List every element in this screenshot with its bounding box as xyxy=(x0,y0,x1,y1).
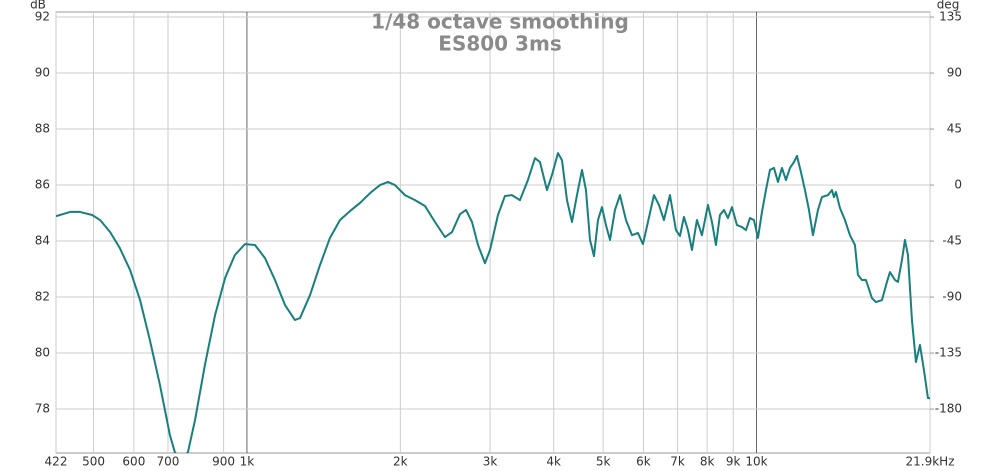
x-tick-label: 21.9kHz xyxy=(906,455,955,469)
x-tick-label: 8k xyxy=(700,455,715,469)
x-tick-label: 9k xyxy=(726,455,741,469)
chart-title: 1/48 octave smoothing xyxy=(371,10,629,34)
grid xyxy=(55,12,934,453)
data-line xyxy=(56,152,930,453)
x-tick-label: 3k xyxy=(483,455,498,469)
x-tick-label: 1k xyxy=(240,455,255,469)
y2-axis-label: deg xyxy=(937,0,960,12)
y-tick-label: 88 xyxy=(35,122,50,136)
x-tick-label: 600 xyxy=(122,455,145,469)
x-tick-label: 900 xyxy=(212,455,235,469)
y-tick-label: 78 xyxy=(35,402,50,416)
x-tick-label: 4k xyxy=(546,455,561,469)
x-tick-label: 2k xyxy=(393,455,408,469)
y-tick-label: 86 xyxy=(35,178,50,192)
x-tick-label: 422 xyxy=(45,455,68,469)
x-tick-label: 7k xyxy=(670,455,685,469)
x-tick-label: 6k xyxy=(636,455,651,469)
y-tick-label: 84 xyxy=(35,234,50,248)
y-axis-label: dB xyxy=(30,0,46,12)
y2-tick-label: 135 xyxy=(939,10,962,24)
y2-tick-label: -90 xyxy=(942,290,962,304)
y2-tick-label: -45 xyxy=(942,234,962,248)
y2-tick-label: 0 xyxy=(954,178,962,192)
y2-tick-label: 45 xyxy=(947,122,962,136)
y-tick-label: 90 xyxy=(35,66,50,80)
y-tick-label: 92 xyxy=(35,10,50,24)
x-tick-label: 5k xyxy=(596,455,611,469)
x-tick-label: 10k xyxy=(745,455,767,469)
x-tick-label: 700 xyxy=(157,455,180,469)
plot-lines xyxy=(56,152,930,453)
y-tick-label: 82 xyxy=(35,290,50,304)
chart-subtitle: ES800 3ms xyxy=(438,32,561,56)
x-tick-label: 500 xyxy=(82,455,105,469)
y2-tick-label: 90 xyxy=(947,66,962,80)
y-tick-label: 80 xyxy=(35,346,50,360)
y2-tick-label: -135 xyxy=(935,346,962,360)
y2-tick-label: -180 xyxy=(935,402,962,416)
